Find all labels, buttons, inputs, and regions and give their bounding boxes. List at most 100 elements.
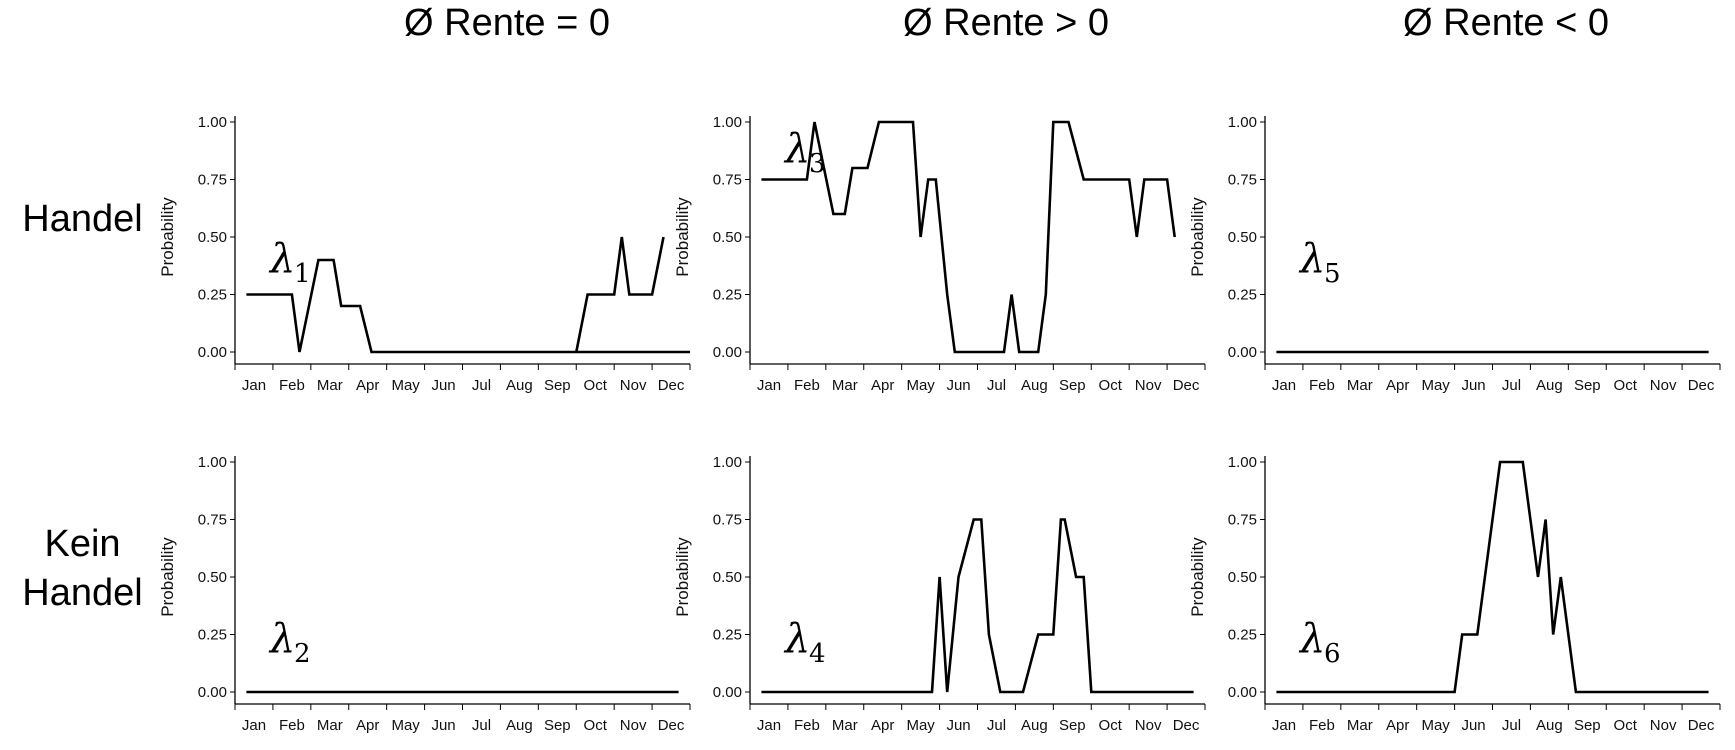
x-tick-label: Aug (1021, 717, 1048, 734)
x-tick-label: Mar (832, 377, 858, 394)
x-tick-label: Sep (1574, 377, 1601, 394)
x-tick-label: Mar (1347, 717, 1373, 734)
chart-panel-6: 0.00 0.25 0.50 0.75 1.00 Jan Feb Mar Apr May Jun Ju… (1188, 454, 1721, 734)
y-tick-label: 1.00 (713, 114, 742, 131)
y-tick-label: 0.00 (198, 684, 227, 701)
panel-label-subscript: 6 (1324, 639, 1341, 669)
x-tick-label: Dec (1173, 717, 1200, 734)
x-tick-label: Sep (1059, 377, 1086, 394)
chart-panel-3: 0.00 0.25 0.50 0.75 1.00 Jan Feb Mar Apr May Jun Ju… (1188, 114, 1721, 394)
x-tick-label: Jun (431, 377, 455, 394)
series-line (1276, 460, 1709, 694)
panel-label: λ (1298, 236, 1325, 282)
row-label-handel: Handel (22, 198, 143, 240)
y-tick-label: 1.00 (1228, 114, 1257, 131)
y-tick-label: 0.25 (198, 627, 227, 644)
panel-label-subscript: 5 (1324, 259, 1341, 289)
column-title-rente-negative: Ø Rente < 0 (1403, 2, 1609, 44)
chart-panel-5: 0.00 0.25 0.50 0.75 1.00 Jan Feb Mar Apr May Jun Ju… (673, 454, 1206, 734)
panel-label: λ (268, 616, 295, 662)
x-tick-label: Dec (1173, 377, 1200, 394)
y-tick-label: 1.00 (1228, 454, 1257, 471)
y-tick-label: 0.00 (198, 344, 227, 361)
y-axis-label: Probability (158, 197, 177, 277)
panel-label-subscript: 1 (294, 259, 311, 289)
x-tick-label: Sep (544, 377, 571, 394)
x-tick-label: Apr (1386, 717, 1409, 734)
x-tick-label: Jun (431, 717, 455, 734)
chart-panel-1: 0.00 0.25 0.50 0.75 1.00 Jan Feb Mar Apr May Jun Ju… (158, 114, 691, 394)
x-tick-label: Oct (584, 377, 608, 394)
y-tick-label: 0.50 (713, 229, 742, 246)
x-tick-label: Jul (1502, 717, 1521, 734)
x-tick-label: Jul (987, 377, 1006, 394)
x-tick-label: Jun (1461, 717, 1485, 734)
y-axis-label: Probability (1188, 537, 1207, 617)
y-tick-label: 0.25 (198, 287, 227, 304)
x-tick-label: Oct (584, 717, 608, 734)
y-tick-label: 1.00 (713, 454, 742, 471)
x-tick-label: Jun (946, 377, 970, 394)
x-tick-label: May (1421, 377, 1450, 394)
y-tick-label: 0.50 (198, 569, 227, 586)
x-tick-label: Jul (472, 377, 491, 394)
x-tick-label: Mar (1347, 377, 1373, 394)
y-tick-label: 0.00 (1228, 344, 1257, 361)
x-tick-label: Dec (658, 717, 685, 734)
y-axis-label: Probability (1188, 197, 1207, 277)
x-tick-label: Oct (1099, 377, 1123, 394)
x-tick-label: Jun (1461, 377, 1485, 394)
y-tick-label: 0.75 (198, 172, 227, 189)
x-tick-label: Feb (1309, 377, 1335, 394)
x-tick-label: Mar (832, 717, 858, 734)
x-tick-label: Apr (871, 717, 894, 734)
x-tick-label: Oct (1614, 377, 1638, 394)
x-tick-label: Nov (1650, 377, 1677, 394)
x-tick-label: Aug (506, 377, 533, 394)
y-axis-label: Probability (673, 537, 692, 617)
x-tick-label: Nov (1650, 717, 1677, 734)
x-tick-label: Dec (1688, 717, 1715, 734)
panel-label: λ (268, 236, 295, 282)
x-tick-label: Feb (794, 377, 820, 394)
panel-label: λ (783, 616, 810, 662)
y-tick-label: 0.50 (1228, 229, 1257, 246)
x-tick-label: Jan (1272, 717, 1296, 734)
y-tick-label: 0.00 (713, 684, 742, 701)
y-tick-label: 0.75 (1228, 512, 1257, 529)
y-tick-label: 0.75 (713, 172, 742, 189)
chart-panel-4: 0.00 0.25 0.50 0.75 1.00 Jan Feb Mar Apr May Jun Ju… (158, 454, 691, 734)
y-tick-label: 0.50 (713, 569, 742, 586)
x-tick-label: Aug (1021, 377, 1048, 394)
x-tick-label: Dec (1688, 377, 1715, 394)
y-tick-label: 0.50 (198, 229, 227, 246)
x-tick-label: Apr (1386, 377, 1409, 394)
x-tick-label: Apr (871, 377, 894, 394)
x-tick-label: Jul (987, 717, 1006, 734)
panel-label-subscript: 3 (809, 149, 826, 179)
y-tick-label: 0.00 (713, 344, 742, 361)
column-title-rente-zero: Ø Rente = 0 (404, 2, 610, 44)
column-title-rente-positive: Ø Rente > 0 (903, 2, 1109, 44)
x-tick-label: Jan (1272, 377, 1296, 394)
x-tick-label: Dec (658, 377, 685, 394)
x-tick-label: Jan (242, 377, 266, 394)
panel-label: λ (783, 126, 810, 172)
x-tick-label: Feb (1309, 717, 1335, 734)
row-label-kein-handel: Kein Handel (22, 523, 143, 615)
x-tick-label: Sep (544, 717, 571, 734)
x-tick-label: Oct (1614, 717, 1638, 734)
x-tick-label: Apr (356, 717, 379, 734)
x-tick-label: Nov (1135, 717, 1162, 734)
x-tick-label: Feb (279, 717, 305, 734)
series-line (246, 236, 690, 354)
x-tick-label: Nov (1135, 377, 1162, 394)
y-tick-label: 0.25 (1228, 287, 1257, 304)
y-tick-label: 1.00 (198, 454, 227, 471)
y-axis-label: Probability (158, 537, 177, 617)
x-tick-label: Jun (946, 717, 970, 734)
y-tick-label: 0.00 (1228, 684, 1257, 701)
x-tick-label: May (906, 377, 935, 394)
x-tick-label: Sep (1059, 717, 1086, 734)
